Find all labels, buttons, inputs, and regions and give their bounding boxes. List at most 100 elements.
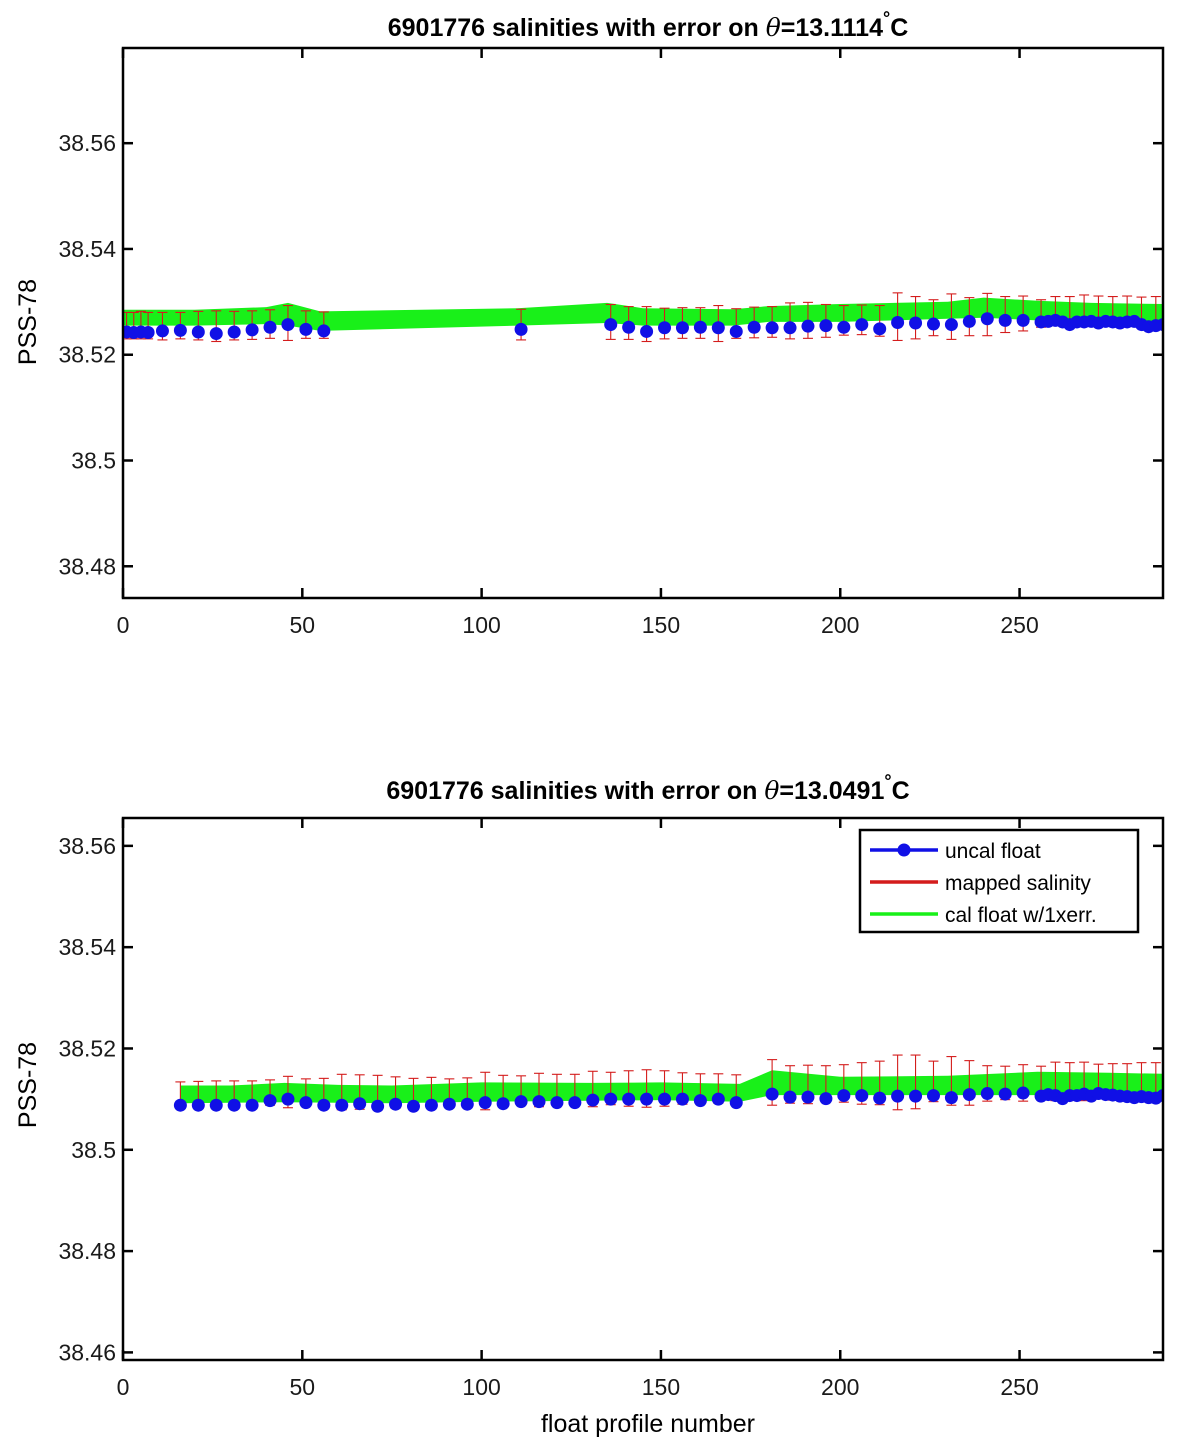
uncal-float-point (747, 320, 761, 334)
legend-entry: mapped salinity (870, 872, 1091, 895)
uncal-float-point (729, 1096, 743, 1110)
plot-title-bottom: 6901776 salinities with error on θ=13.04… (386, 771, 909, 805)
salinity-plot-bottom: 6901776 salinities with error on θ=13.04… (14, 771, 1165, 1438)
uncal-float-point (406, 1099, 420, 1113)
uncal-float-point (317, 1098, 331, 1112)
x-tick-label: 200 (821, 612, 859, 638)
uncal-float-point (819, 1092, 833, 1106)
y-tick-label: 38.54 (58, 236, 116, 262)
x-tick-label: 200 (821, 1374, 859, 1400)
uncal-float-point (353, 1097, 367, 1111)
uncal-float-point (944, 1091, 958, 1105)
x-tick-label: 150 (642, 1374, 680, 1400)
uncal-float-point (227, 325, 241, 339)
uncal-float-point (765, 1087, 779, 1101)
plot-area-bottom: 0 50 100 150 200 250 38.46 38.48 38.5 38.52 38.54 3… (58, 816, 1165, 1400)
uncal-float-point (675, 321, 689, 335)
uncal-float-point (962, 314, 976, 328)
uncal-float-point (801, 319, 815, 333)
uncal-float-point (962, 1088, 976, 1102)
x-tick-label: 50 (290, 612, 316, 638)
x-tick-label: 50 (290, 1374, 316, 1400)
legend-label: cal float w/1xerr. (945, 904, 1097, 927)
uncal-float-point (873, 322, 887, 336)
uncal-float-point (783, 1090, 797, 1104)
uncal-float-point (711, 1092, 725, 1106)
uncal-float-point (227, 1098, 241, 1112)
uncal-float-point (209, 1098, 223, 1112)
uncal-float-point (693, 1094, 707, 1108)
x-axis-label-bottom: float profile number (541, 1410, 755, 1438)
y-tick-label: 38.5 (71, 448, 116, 474)
y-tick-label: 38.48 (58, 1238, 116, 1264)
uncal-float-point (478, 1096, 492, 1110)
uncal-float-point (926, 1089, 940, 1103)
uncal-float-point (281, 318, 295, 332)
uncal-float-point (980, 312, 994, 326)
uncal-float-point (568, 1096, 582, 1110)
cal-float-band (180, 1070, 1163, 1104)
uncal-float-point (141, 326, 155, 340)
uncal-float-point (1016, 1086, 1030, 1100)
uncal-float-point (532, 1095, 546, 1109)
uncal-float-point (299, 1096, 313, 1110)
uncal-float-point (998, 313, 1012, 327)
y-tick-label: 38.5 (71, 1137, 116, 1163)
axes-box (121, 816, 1165, 1362)
uncal-float-point (658, 1092, 672, 1106)
uncal-float-point (675, 1092, 689, 1106)
uncal-float-point (317, 324, 331, 338)
uncal-float-point (909, 316, 923, 330)
axes-box (121, 46, 1165, 600)
y-tick-label: 38.46 (58, 1339, 116, 1365)
uncal-float-point (173, 323, 187, 337)
legend: uncal float mapped salinity cal float w/1x… (858, 828, 1140, 934)
uncal-float-point (281, 1092, 295, 1106)
uncal-float-point (622, 1092, 636, 1106)
uncal-float-point (586, 1093, 600, 1107)
y-tick-label: 38.52 (58, 1035, 116, 1061)
uncal-float-point (765, 321, 779, 335)
uncal-float-point (442, 1097, 456, 1111)
y-axis-label-top: PSS-78 (14, 279, 42, 365)
plot-title-top: 6901776 salinities with error on θ=13.11… (388, 8, 909, 42)
x-tick-label: 250 (1000, 1374, 1038, 1400)
uncal-float-point (191, 325, 205, 339)
legend-entry: uncal float (870, 840, 1041, 863)
uncal-float-point (801, 1090, 815, 1104)
uncal-float-point (550, 1096, 564, 1110)
uncal-float-point (693, 320, 707, 334)
y-tick-label: 38.56 (58, 130, 116, 156)
uncal-float-point (245, 323, 259, 337)
uncal-float-point (514, 1095, 528, 1109)
x-tick-label: 0 (117, 612, 130, 638)
uncal-float-point (640, 324, 654, 338)
y-tick-label: 38.52 (58, 342, 116, 368)
x-tick-label: 0 (117, 1374, 130, 1400)
uncal-float-point (855, 1089, 869, 1103)
uncal-float-point (173, 1098, 187, 1112)
y-tick-label: 38.56 (58, 833, 116, 859)
uncal-float-point (155, 324, 169, 338)
uncal-float-point (496, 1097, 510, 1111)
x-tick-label: 100 (462, 1374, 500, 1400)
uncal-float-point (783, 321, 797, 335)
legend-label: mapped salinity (945, 872, 1091, 895)
uncal-float-point (245, 1098, 259, 1112)
salinity-plot-top: 6901776 salinities with error on θ=13.11… (14, 8, 1165, 638)
uncal-float-point (729, 324, 743, 338)
legend-label: uncal float (945, 840, 1041, 863)
uncal-float-point (711, 321, 725, 335)
y-axis-label-bottom: PSS-78 (14, 1042, 42, 1128)
uncal-float-point (371, 1099, 385, 1113)
x-tick-label: 150 (642, 612, 680, 638)
uncal-float-point (837, 320, 851, 334)
y-tick-label: 38.54 (58, 934, 116, 960)
uncal-float-point (855, 318, 869, 332)
uncal-float-point (944, 318, 958, 332)
uncal-float-point (1016, 313, 1030, 327)
uncal-float-point (640, 1092, 654, 1106)
uncal-float-point (335, 1098, 349, 1112)
uncal-float-point (998, 1087, 1012, 1101)
